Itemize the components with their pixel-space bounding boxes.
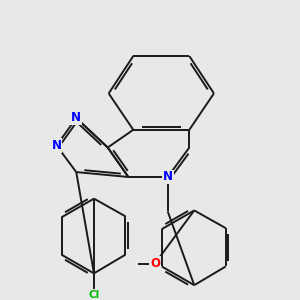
Text: N: N xyxy=(52,139,61,152)
Text: N: N xyxy=(163,170,173,184)
Text: O: O xyxy=(150,257,160,270)
Text: Cl: Cl xyxy=(88,290,100,300)
Text: N: N xyxy=(71,112,81,124)
